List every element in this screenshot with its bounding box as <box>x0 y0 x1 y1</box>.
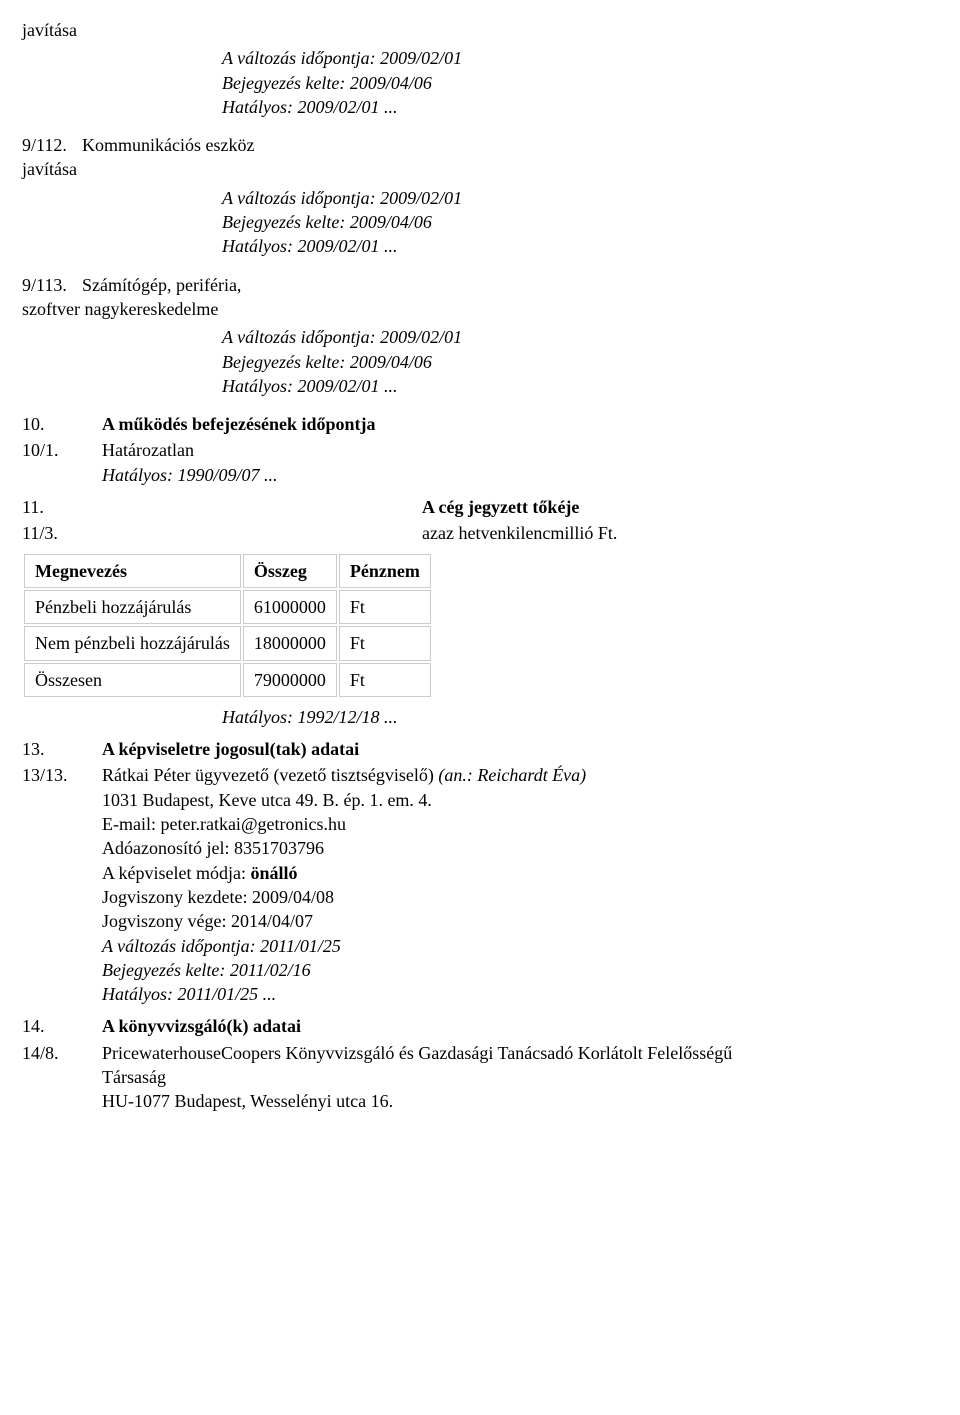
item-14-8: 14/8. PricewaterhouseCoopers Könyvvizsgá… <box>22 1041 938 1114</box>
line-13-13-4: Adóazonosító jel: 8351703796 <box>102 836 938 860</box>
content-13-13: Rátkai Péter ügyvezető (vezető tisztségv… <box>102 763 938 1006</box>
line-13-13-9: Bejegyezés kelte: 2011/02/16 <box>102 958 938 982</box>
line-13-13-7: Jogviszony vége: 2014/04/07 <box>102 909 938 933</box>
label-9-112b: javítása <box>22 157 77 181</box>
line-14-8-2: Társaság <box>102 1065 938 1089</box>
change3-date: A változás időpontja: 2009/02/01 <box>222 325 938 349</box>
content-10-1: Határozatlan Hatályos: 1990/09/07 ... <box>102 438 938 487</box>
label-10-1: Határozatlan <box>102 438 938 462</box>
item-10: 10. A működés befejezésének időpontja <box>22 412 938 436</box>
label-13: A képviseletre jogosul(tak) adatai <box>102 737 359 761</box>
cell-r2c3: Ft <box>339 626 431 660</box>
line-13-13-6: Jogviszony kezdete: 2009/04/08 <box>102 885 938 909</box>
change2-effective: Hatályos: 2009/02/01 ... <box>222 234 938 258</box>
label-10: A működés befejezésének időpontja <box>102 412 376 436</box>
item-13-13: 13/13. Rátkai Péter ügyvezető (vezető ti… <box>22 763 938 1006</box>
item-11: 11. A cég jegyzett tőkéje <box>22 495 938 519</box>
label-11: A cég jegyzett tőkéje <box>422 495 579 519</box>
change2-entry: Bejegyezés kelte: 2009/04/06 <box>222 210 938 234</box>
num-9-112: 9/112. <box>22 133 82 157</box>
num-9-113: 9/113. <box>22 273 82 297</box>
l5a: A képviselet módja: <box>102 863 250 883</box>
label-11-3: azaz hetvenkilencmillió Ft. <box>422 521 617 545</box>
th-penznem: Pénznem <box>339 554 431 588</box>
num-14: 14. <box>22 1014 102 1038</box>
line-13-13-3: E-mail: peter.ratkai@getronics.hu <box>102 812 938 836</box>
num-10: 10. <box>22 412 102 436</box>
line-13-13-5: A képviselet módja: önálló <box>102 861 938 885</box>
cell-r2c2: 18000000 <box>243 626 337 660</box>
label-9-113b: szoftver nagykereskedelme <box>22 297 218 321</box>
line-13-13-2: 1031 Budapest, Keve utca 49. B. ép. 1. e… <box>102 788 938 812</box>
item-9-113: 9/113. Számítógép, periféria, <box>22 273 938 297</box>
cell-r3c3: Ft <box>339 663 431 697</box>
l1a: Rátkai Péter ügyvezető (vezető tisztségv… <box>102 765 438 785</box>
change-block-1: A változás időpontja: 2009/02/01 Bejegye… <box>222 46 938 119</box>
hataly-10-1: Hatályos: 1990/09/07 ... <box>102 463 938 487</box>
table-row: Pénzbeli hozzájárulás 61000000 Ft <box>24 590 431 624</box>
num-13: 13. <box>22 737 102 761</box>
hataly-1992: Hatályos: 1992/12/18 ... <box>222 705 938 729</box>
th-megnevezes: Megnevezés <box>24 554 241 588</box>
num-14-8: 14/8. <box>22 1041 102 1065</box>
cell-r3c1: Összesen <box>24 663 241 697</box>
cell-r1c1: Pénzbeli hozzájárulás <box>24 590 241 624</box>
line-13-13-10: Hatályos: 2011/01/25 ... <box>102 982 938 1006</box>
item-13: 13. A képviseletre jogosul(tak) adatai <box>22 737 938 761</box>
item-javitasa: javítása <box>22 18 938 42</box>
line-13-13-8: A változás időpontja: 2011/01/25 <box>102 934 938 958</box>
item-9-112b: javítása <box>22 157 938 181</box>
cell-r2c1: Nem pénzbeli hozzájárulás <box>24 626 241 660</box>
cell-r1c3: Ft <box>339 590 431 624</box>
line-13-13-1: Rátkai Péter ügyvezető (vezető tisztségv… <box>102 763 938 787</box>
label-9-112: Kommunikációs eszköz <box>82 133 254 157</box>
change-block-2: A változás időpontja: 2009/02/01 Bejegye… <box>222 186 938 259</box>
num-11: 11. <box>22 495 102 519</box>
change1-effective: Hatályos: 2009/02/01 ... <box>222 95 938 119</box>
label-javitasa: javítása <box>22 18 77 42</box>
num-13-13: 13/13. <box>22 763 102 787</box>
item-9-113b: szoftver nagykereskedelme <box>22 297 938 321</box>
change1-entry: Bejegyezés kelte: 2009/04/06 <box>222 71 938 95</box>
label-14: A könyvvizsgáló(k) adatai <box>102 1014 301 1038</box>
line-14-8-1: PricewaterhouseCoopers Könyvvizsgáló és … <box>102 1041 938 1065</box>
num-10-1: 10/1. <box>22 438 102 462</box>
table-header-row: Megnevezés Összeg Pénznem <box>24 554 431 588</box>
capital-table: Megnevezés Összeg Pénznem Pénzbeli hozzá… <box>22 552 433 699</box>
content-14-8: PricewaterhouseCoopers Könyvvizsgáló és … <box>102 1041 938 1114</box>
l5b: önálló <box>250 863 297 883</box>
change-block-3: A változás időpontja: 2009/02/01 Bejegye… <box>222 325 938 398</box>
item-14: 14. A könyvvizsgáló(k) adatai <box>22 1014 938 1038</box>
change3-entry: Bejegyezés kelte: 2009/04/06 <box>222 350 938 374</box>
th-osszeg: Összeg <box>243 554 337 588</box>
cell-r3c2: 79000000 <box>243 663 337 697</box>
table-row: Összesen 79000000 Ft <box>24 663 431 697</box>
change1-date: A változás időpontja: 2009/02/01 <box>222 46 938 70</box>
label-9-113: Számítógép, periféria, <box>82 273 241 297</box>
item-10-1: 10/1. Határozatlan Hatályos: 1990/09/07 … <box>22 438 938 487</box>
table-row: Nem pénzbeli hozzájárulás 18000000 Ft <box>24 626 431 660</box>
cell-r1c2: 61000000 <box>243 590 337 624</box>
num-11-3: 11/3. <box>22 521 102 545</box>
item-11-3: 11/3. azaz hetvenkilencmillió Ft. <box>22 521 938 545</box>
change3-effective: Hatályos: 2009/02/01 ... <box>222 374 938 398</box>
item-9-112: 9/112. Kommunikációs eszköz <box>22 133 938 157</box>
change2-date: A változás időpontja: 2009/02/01 <box>222 186 938 210</box>
line-14-8-3: HU-1077 Budapest, Wesselényi utca 16. <box>102 1089 938 1113</box>
l1b: (an.: Reichardt Éva) <box>438 765 586 785</box>
